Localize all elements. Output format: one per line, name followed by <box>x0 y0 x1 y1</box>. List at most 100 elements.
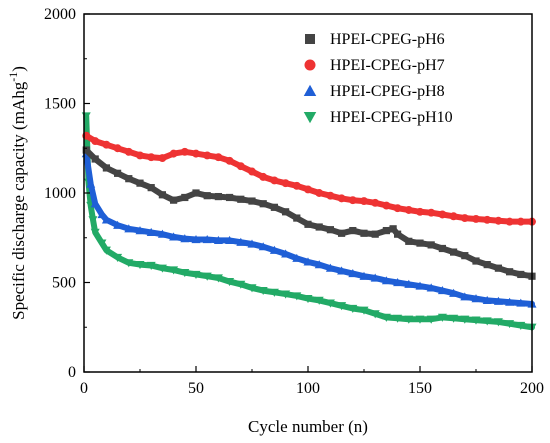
data-point <box>404 206 413 214</box>
data-point <box>337 302 347 311</box>
data-point <box>426 315 436 324</box>
data-point <box>359 271 369 280</box>
data-point <box>516 217 525 226</box>
series-HPEI-CPEG-pH6 <box>82 146 536 280</box>
y-tick-label: 500 <box>52 275 76 292</box>
data-point <box>415 281 425 290</box>
data-point <box>170 196 178 204</box>
data-point <box>360 197 368 206</box>
data-point <box>125 175 133 183</box>
data-point <box>214 192 222 201</box>
data-point <box>258 286 268 296</box>
data-point <box>394 230 402 238</box>
data-point <box>472 257 480 265</box>
data-point <box>314 260 324 269</box>
data-point <box>90 228 100 237</box>
data-point <box>236 280 246 289</box>
data-point <box>360 229 368 237</box>
data-point <box>236 237 246 246</box>
data-point <box>192 189 200 197</box>
data-point <box>326 226 334 234</box>
data-point <box>97 209 107 219</box>
data-point <box>348 304 358 313</box>
data-point <box>259 200 267 208</box>
data-point <box>460 315 470 324</box>
data-point <box>304 220 312 228</box>
data-point <box>315 223 323 231</box>
data-point <box>247 239 257 248</box>
legend-marker <box>304 59 316 71</box>
data-point <box>225 156 234 165</box>
data-point <box>370 273 380 282</box>
x-tick-label: 100 <box>296 380 320 397</box>
data-point <box>293 214 301 222</box>
y-tick-label: 0 <box>68 364 76 381</box>
data-point <box>124 147 133 156</box>
x-axis: 0 50 100 150 200 <box>80 366 544 397</box>
data-point <box>158 154 167 163</box>
data-point <box>192 149 200 158</box>
legend-marker <box>303 84 317 96</box>
data-point <box>337 194 346 203</box>
data-point <box>415 315 425 324</box>
data-point <box>147 184 155 192</box>
data-point <box>203 192 211 200</box>
data-point <box>101 215 111 224</box>
data-point <box>213 274 223 283</box>
data-point <box>90 199 100 208</box>
legend-item: HPEI-CPEG-pH6 <box>305 31 445 48</box>
data-point <box>225 278 235 287</box>
data-point <box>325 299 335 308</box>
data-point <box>191 235 201 244</box>
data-point <box>516 321 526 330</box>
data-point <box>382 226 390 235</box>
data-point <box>169 149 178 158</box>
data-point <box>371 230 379 238</box>
x-tick-label: 0 <box>80 380 88 397</box>
data-point <box>471 294 481 303</box>
x-tick-label: 200 <box>520 380 544 397</box>
data-point <box>516 298 526 307</box>
data-point <box>180 269 190 278</box>
data-point <box>259 172 268 181</box>
data-point <box>191 270 201 279</box>
data-point <box>450 248 458 256</box>
data-point <box>81 112 91 121</box>
data-point <box>101 246 111 255</box>
y-tick-label: 2000 <box>44 6 76 23</box>
data-point <box>449 314 459 323</box>
data-point <box>124 259 134 268</box>
data-point <box>169 266 179 275</box>
data-point <box>269 245 279 254</box>
data-point <box>146 261 156 270</box>
data-point <box>203 151 212 160</box>
legend-item: HPEI-CPEG-pH8 <box>303 83 445 100</box>
data-point <box>381 276 391 285</box>
data-point <box>136 151 144 160</box>
data-point <box>505 320 515 329</box>
data-point <box>427 208 436 217</box>
data-point <box>517 270 525 279</box>
data-point <box>135 261 145 270</box>
data-point <box>472 214 480 223</box>
data-point <box>461 252 469 260</box>
data-point <box>102 140 111 149</box>
y-axis-title-superscript: -1 <box>6 72 20 82</box>
data-point <box>102 164 110 172</box>
data-point <box>315 189 324 197</box>
data-point <box>180 147 189 156</box>
data-point <box>248 167 256 176</box>
data-point <box>325 263 335 272</box>
data-point <box>258 242 268 251</box>
series-line <box>83 132 535 225</box>
y-axis-title-suffix: ) <box>9 66 28 72</box>
data-point <box>482 317 492 326</box>
legend-label: HPEI-CPEG-pH7 <box>330 57 445 74</box>
data-point <box>86 179 96 188</box>
series-HPEI-CPEG-pH8 <box>81 149 537 308</box>
data-point <box>269 288 279 297</box>
legend-label: HPEI-CPEG-pH8 <box>330 83 445 100</box>
series-HPEI-CPEG-pH10 <box>81 112 537 332</box>
data-point <box>281 179 290 188</box>
data-point <box>91 137 100 146</box>
